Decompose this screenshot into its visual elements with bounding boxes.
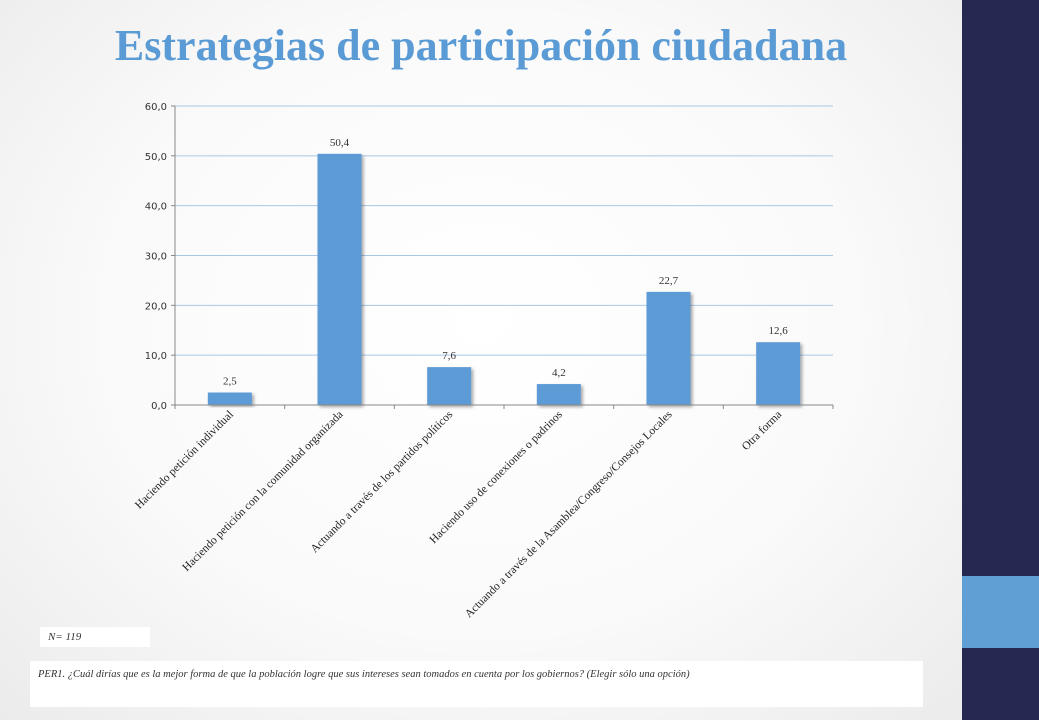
x-category-label: Haciendo petición individual [133, 409, 236, 512]
bar [317, 153, 362, 405]
bar [427, 367, 472, 405]
y-tick-label: 10,0 [145, 351, 167, 362]
bar-chart: 0,0 10,0 20,0 30,0 40,0 50,0 60,0 2,5 50,4 7,6 4,… [133, 102, 834, 620]
y-tick-label: 50,0 [145, 152, 167, 163]
bar-value-label: 2,5 [223, 376, 237, 388]
bar-value-label: 12,6 [769, 325, 789, 337]
bar [646, 291, 691, 405]
bars: 2,5 50,4 7,6 4,2 22,7 12,6 [207, 137, 801, 405]
x-category-label: Haciendo uso de conexiones o padrinos [428, 408, 566, 546]
y-tick-label: 60,0 [145, 102, 167, 113]
y-tick-label: 40,0 [145, 202, 167, 213]
bar [756, 342, 801, 405]
x-category-label: Actuando a través de la Asamblea/Congres… [463, 408, 675, 620]
bar [207, 392, 252, 405]
y-tick-label: 30,0 [145, 252, 167, 263]
bar-value-label: 4,2 [552, 367, 566, 379]
sidebar-accent-block [962, 576, 1039, 648]
axes [174, 106, 834, 409]
bar-value-label: 22,7 [659, 275, 679, 287]
slide-title: Estrategias de participación ciudadana [114, 21, 848, 70]
bar-value-label: 7,6 [442, 350, 456, 362]
bar [536, 384, 581, 405]
slide-background [0, 0, 962, 720]
sample-size-label: N= 119 [40, 627, 150, 647]
bar-value-label: 50,4 [330, 137, 350, 149]
grid-lines [175, 105, 833, 356]
y-tick-label: 0,0 [151, 401, 167, 412]
question-note: PER1. ¿Cuál dirías que es la mejor forma… [30, 661, 923, 707]
y-tick-label: 20,0 [145, 301, 167, 312]
x-category-label: Otra forma [740, 409, 784, 453]
y-axis-ticks: 0,0 10,0 20,0 30,0 40,0 50,0 60,0 [145, 102, 175, 412]
